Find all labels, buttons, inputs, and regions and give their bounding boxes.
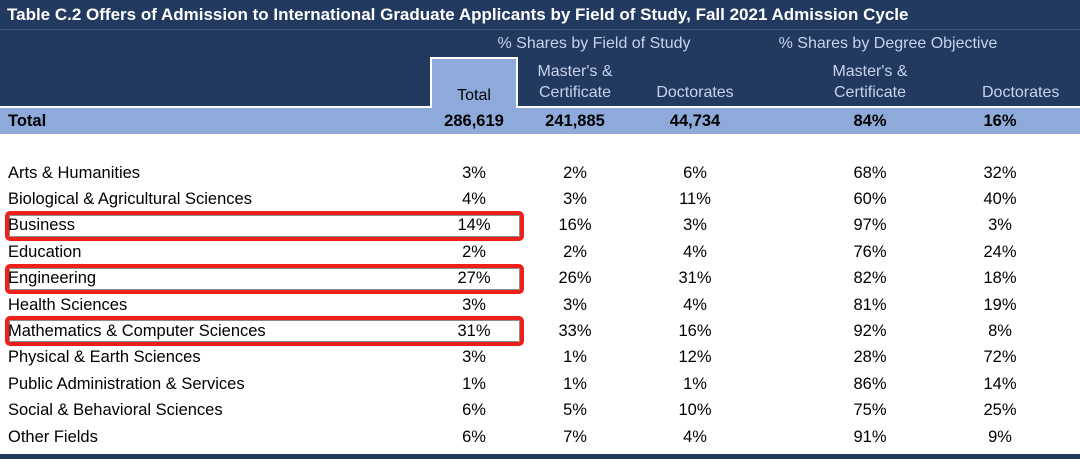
table-header: % Shares by Field of Study % Shares by D… — [0, 30, 1080, 108]
pct-doctorates-degree: 25% — [983, 401, 1017, 420]
doctorates-field-count: 44,734 — [669, 111, 721, 130]
pct-doctorates-field: 4% — [683, 427, 707, 446]
row-label: Physical & Earth Sciences — [8, 348, 201, 367]
pct-doctorates-degree: 8% — [988, 322, 1012, 341]
pct-masters-field: 26% — [558, 269, 592, 288]
pct-doctorates-field: 16% — [678, 322, 712, 341]
column-header-doctorates-degree: Doctorates — [982, 84, 1060, 101]
table-row: Other Fields 6% 7% 4% 91% 9% — [0, 424, 1080, 450]
pct-total: 14% — [457, 216, 491, 235]
table-bottom-border — [0, 454, 1080, 459]
pct-doctorates-field: 31% — [678, 269, 712, 288]
column-header-doctorates-field: Doctorates — [656, 84, 734, 101]
table-row: Health Sciences 3% 3% 4% 81% 19% — [0, 292, 1080, 318]
pct-masters-field: 3% — [563, 295, 587, 314]
group-header-degree-objective: % Shares by Degree Objective — [778, 34, 998, 52]
pct-masters-degree: 97% — [853, 216, 887, 235]
pct-doctorates-field: 6% — [683, 163, 707, 182]
pct-masters-degree: 68% — [853, 163, 887, 182]
pct-doctorates-field: 1% — [683, 374, 707, 393]
pct-doctorates-degree: 40% — [983, 190, 1017, 209]
total-count: 286,619 — [444, 111, 504, 130]
row-label: Public Administration & Services — [8, 374, 245, 393]
table-row-highlighted: Business 14% 16% 3% 97% 3% — [0, 210, 1080, 241]
table-row: Education 2% 2% 4% 76% 24% — [0, 239, 1080, 265]
pct-doctorates-degree: 72% — [983, 348, 1017, 367]
pct-masters-field: 2% — [563, 163, 587, 182]
pct-doctorates-field: 4% — [683, 242, 707, 261]
pct-masters-degree: 91% — [853, 427, 887, 446]
row-label: Other Fields — [8, 427, 98, 446]
pct-doctorates-field: 4% — [683, 295, 707, 314]
table-row-highlighted: Mathematics & Computer Sciences 31% 33% … — [0, 316, 1080, 347]
table-row-highlighted: Engineering 27% 26% 31% 82% 18% — [0, 263, 1080, 294]
row-label: Arts & Humanities — [8, 163, 141, 182]
row-label: Education — [8, 242, 82, 261]
pct-masters-degree: 82% — [853, 269, 887, 288]
pct-masters-field: 5% — [563, 401, 587, 420]
row-label: Total — [8, 111, 47, 130]
column-header-masters-degree: Master's & Certificate — [832, 63, 908, 101]
pct-doctorates-field: 11% — [679, 190, 711, 209]
row-label: Business — [8, 216, 75, 235]
row-label: Health Sciences — [8, 295, 128, 314]
pct-masters-degree: 60% — [853, 190, 887, 209]
pct-total: 2% — [462, 242, 486, 261]
pct-masters-field: 33% — [558, 322, 592, 341]
pct-total: 31% — [457, 322, 491, 341]
table-row: Public Administration & Services 1% 1% 1… — [0, 371, 1080, 397]
pct-doctorates-degree: 14% — [983, 374, 1017, 393]
table-row: Social & Behavioral Sciences 6% 5% 10% 7… — [0, 398, 1080, 424]
pct-total: 1% — [462, 374, 486, 393]
pct-masters-degree: 81% — [853, 295, 887, 314]
pct-doctorates-degree: 24% — [983, 242, 1017, 261]
table-title: Table C.2 Offers of Admission to Interna… — [0, 0, 1080, 30]
table-row: Biological & Agricultural Sciences 4% 3%… — [0, 186, 1080, 212]
masters-field-count: 241,885 — [545, 111, 605, 130]
pct-doctorates-degree: 18% — [983, 269, 1017, 288]
spacer — [0, 103, 430, 106]
pct-masters-degree: 76% — [853, 242, 887, 261]
masters-degree-share: 84% — [853, 111, 887, 130]
pct-masters-degree: 28% — [853, 348, 887, 367]
table-row: Physical & Earth Sciences 3% 1% 12% 28% … — [0, 345, 1080, 371]
pct-masters-field: 3% — [563, 190, 587, 209]
table-row: Arts & Humanities 3% 2% 6% 68% 32% — [0, 160, 1080, 186]
column-header-row: Master's & Certificate Doctorates Master'… — [0, 57, 1080, 106]
pct-doctorates-field: 10% — [678, 401, 712, 420]
pct-total: 4% — [462, 190, 486, 209]
row-label: Engineering — [8, 269, 97, 288]
pct-masters-degree: 86% — [853, 374, 887, 393]
pct-masters-field: 1% — [563, 374, 587, 393]
pct-doctorates-field: 3% — [683, 216, 707, 235]
pct-masters-field: 1% — [563, 348, 587, 367]
row-label: Social & Behavioral Sciences — [8, 401, 223, 420]
pct-masters-field: 16% — [558, 216, 592, 235]
group-header-field-of-study: % Shares by Field of Study — [497, 34, 691, 52]
pct-doctorates-degree: 9% — [988, 427, 1012, 446]
pct-doctorates-field: 12% — [678, 348, 712, 367]
total-row: Total 286,619 241,885 44,734 84% 16% — [0, 108, 1080, 134]
pct-masters-degree: 92% — [853, 322, 887, 341]
pct-doctorates-degree: 3% — [988, 216, 1012, 235]
row-label: Biological & Agricultural Sciences — [8, 190, 252, 209]
pct-total: 3% — [462, 348, 486, 367]
pct-masters-field: 2% — [563, 242, 587, 261]
column-header-masters-field: Master's & Certificate — [537, 63, 613, 101]
pct-doctorates-degree: 19% — [983, 295, 1017, 314]
pct-masters-field: 7% — [563, 427, 587, 446]
pct-total: 6% — [462, 401, 486, 420]
pct-total: 3% — [462, 295, 486, 314]
pct-doctorates-degree: 32% — [983, 163, 1017, 182]
column-group-row: % Shares by Field of Study % Shares by D… — [0, 30, 1080, 57]
table-body: Arts & Humanities 3% 2% 6% 68% 32% Biolo… — [0, 160, 1080, 450]
row-label: Mathematics & Computer Sciences — [8, 322, 266, 341]
column-header-total-highlighted: Total — [430, 57, 518, 108]
pct-total: 27% — [457, 269, 491, 288]
pct-total: 6% — [462, 427, 486, 446]
doctorates-degree-share: 16% — [983, 111, 1017, 130]
pct-total: 3% — [462, 163, 486, 182]
pct-masters-degree: 75% — [853, 401, 887, 420]
